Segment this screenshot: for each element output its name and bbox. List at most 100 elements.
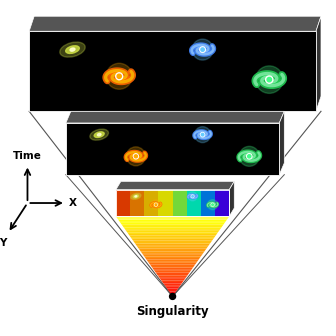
Text: Singularity: Singularity: [136, 305, 209, 318]
Polygon shape: [156, 272, 190, 274]
Polygon shape: [142, 253, 203, 255]
Polygon shape: [201, 190, 215, 216]
Polygon shape: [29, 31, 316, 111]
Polygon shape: [129, 236, 216, 237]
Polygon shape: [122, 224, 223, 226]
Polygon shape: [153, 269, 192, 271]
Circle shape: [117, 74, 121, 78]
Polygon shape: [159, 277, 186, 279]
Polygon shape: [125, 229, 220, 231]
Polygon shape: [187, 190, 201, 216]
Polygon shape: [145, 258, 200, 260]
Circle shape: [247, 154, 252, 159]
Polygon shape: [164, 284, 182, 285]
Text: Time: Time: [13, 151, 42, 161]
Polygon shape: [123, 226, 222, 227]
Circle shape: [155, 203, 157, 206]
Circle shape: [133, 154, 138, 159]
Circle shape: [201, 48, 204, 51]
Polygon shape: [134, 242, 211, 244]
Ellipse shape: [131, 193, 141, 199]
Polygon shape: [124, 227, 221, 229]
Ellipse shape: [70, 48, 75, 51]
Polygon shape: [137, 247, 208, 248]
Polygon shape: [117, 218, 228, 219]
Polygon shape: [138, 248, 207, 250]
Polygon shape: [135, 244, 210, 245]
Circle shape: [212, 204, 213, 206]
Polygon shape: [160, 279, 185, 281]
Polygon shape: [116, 181, 234, 190]
Polygon shape: [116, 216, 229, 218]
Polygon shape: [116, 190, 229, 216]
Circle shape: [266, 76, 273, 83]
Polygon shape: [66, 123, 279, 175]
Circle shape: [267, 77, 271, 82]
Ellipse shape: [90, 129, 109, 140]
Polygon shape: [169, 292, 176, 293]
Circle shape: [195, 127, 211, 143]
Polygon shape: [279, 111, 284, 175]
Polygon shape: [132, 239, 213, 240]
Polygon shape: [168, 290, 177, 292]
Circle shape: [211, 203, 214, 206]
Ellipse shape: [66, 46, 79, 53]
Circle shape: [239, 146, 259, 166]
Polygon shape: [143, 255, 202, 256]
Polygon shape: [165, 285, 180, 287]
Polygon shape: [170, 293, 175, 295]
Circle shape: [188, 192, 197, 201]
Polygon shape: [158, 276, 187, 277]
Polygon shape: [166, 287, 179, 288]
Polygon shape: [155, 271, 191, 272]
Polygon shape: [161, 281, 184, 282]
Polygon shape: [229, 181, 234, 216]
Polygon shape: [173, 190, 187, 216]
Polygon shape: [130, 190, 144, 216]
Polygon shape: [136, 245, 209, 247]
Polygon shape: [152, 267, 193, 269]
Polygon shape: [146, 260, 199, 261]
Polygon shape: [144, 190, 158, 216]
Circle shape: [201, 133, 204, 136]
Polygon shape: [131, 237, 214, 239]
Polygon shape: [158, 190, 173, 216]
Polygon shape: [140, 250, 205, 252]
Circle shape: [192, 196, 193, 197]
Ellipse shape: [133, 195, 139, 198]
Polygon shape: [144, 256, 201, 258]
Circle shape: [170, 293, 176, 299]
Circle shape: [192, 195, 194, 198]
Polygon shape: [120, 223, 225, 224]
Polygon shape: [133, 240, 212, 242]
Polygon shape: [128, 234, 217, 236]
Polygon shape: [141, 252, 204, 253]
Circle shape: [256, 66, 283, 93]
Ellipse shape: [60, 42, 85, 57]
Polygon shape: [171, 295, 174, 296]
Circle shape: [192, 39, 213, 60]
Polygon shape: [162, 282, 183, 284]
Circle shape: [116, 73, 123, 80]
Ellipse shape: [97, 133, 101, 136]
Polygon shape: [150, 264, 195, 266]
Ellipse shape: [94, 132, 104, 137]
Circle shape: [200, 47, 205, 52]
Polygon shape: [66, 111, 284, 123]
Polygon shape: [126, 231, 219, 233]
Polygon shape: [29, 16, 321, 31]
Circle shape: [201, 132, 205, 137]
Polygon shape: [215, 190, 229, 216]
Text: Y: Y: [0, 238, 7, 248]
Circle shape: [208, 200, 218, 210]
Circle shape: [126, 147, 145, 166]
Polygon shape: [149, 263, 196, 264]
Text: X: X: [69, 198, 77, 208]
Polygon shape: [116, 190, 130, 216]
Polygon shape: [127, 233, 218, 234]
Polygon shape: [316, 16, 321, 111]
Polygon shape: [151, 266, 194, 267]
Polygon shape: [157, 274, 188, 276]
Polygon shape: [118, 219, 227, 221]
Circle shape: [248, 155, 251, 158]
